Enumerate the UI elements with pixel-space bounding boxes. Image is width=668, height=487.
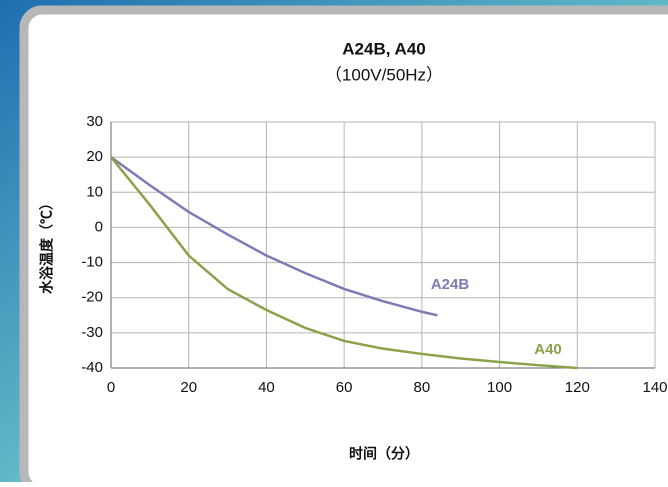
x-tick-label: 0 <box>107 379 115 396</box>
y-tick-label: 30 <box>86 113 103 130</box>
y-tick-label: 0 <box>95 218 103 235</box>
x-tick-label: 100 <box>487 379 512 396</box>
x-tick-label: 40 <box>258 379 275 396</box>
series-label: A24B <box>431 276 470 293</box>
series-line <box>110 156 578 370</box>
chart-subtitle: （100V/50Hz） <box>325 65 443 84</box>
x-tick-label: 120 <box>565 379 590 396</box>
chart-title: A24B, A40 <box>342 39 425 58</box>
x-tick-label: 140 <box>642 379 667 396</box>
y-tick-label: -20 <box>81 289 103 306</box>
y-tick-label: -40 <box>81 359 103 376</box>
x-axis-label: 时间（分） <box>349 446 419 462</box>
y-tick-label: 20 <box>86 148 103 165</box>
x-tick-label: 20 <box>180 379 197 396</box>
x-tick-label: 60 <box>336 379 353 396</box>
y-tick-label: -30 <box>81 324 103 341</box>
y-tick-label: -10 <box>81 254 103 271</box>
series-line <box>110 156 438 317</box>
y-tick-label: 10 <box>86 183 103 200</box>
x-tick-label: 80 <box>414 379 431 396</box>
series-label: A40 <box>534 341 562 358</box>
y-axis-label: 水浴温度（℃） <box>39 196 55 294</box>
